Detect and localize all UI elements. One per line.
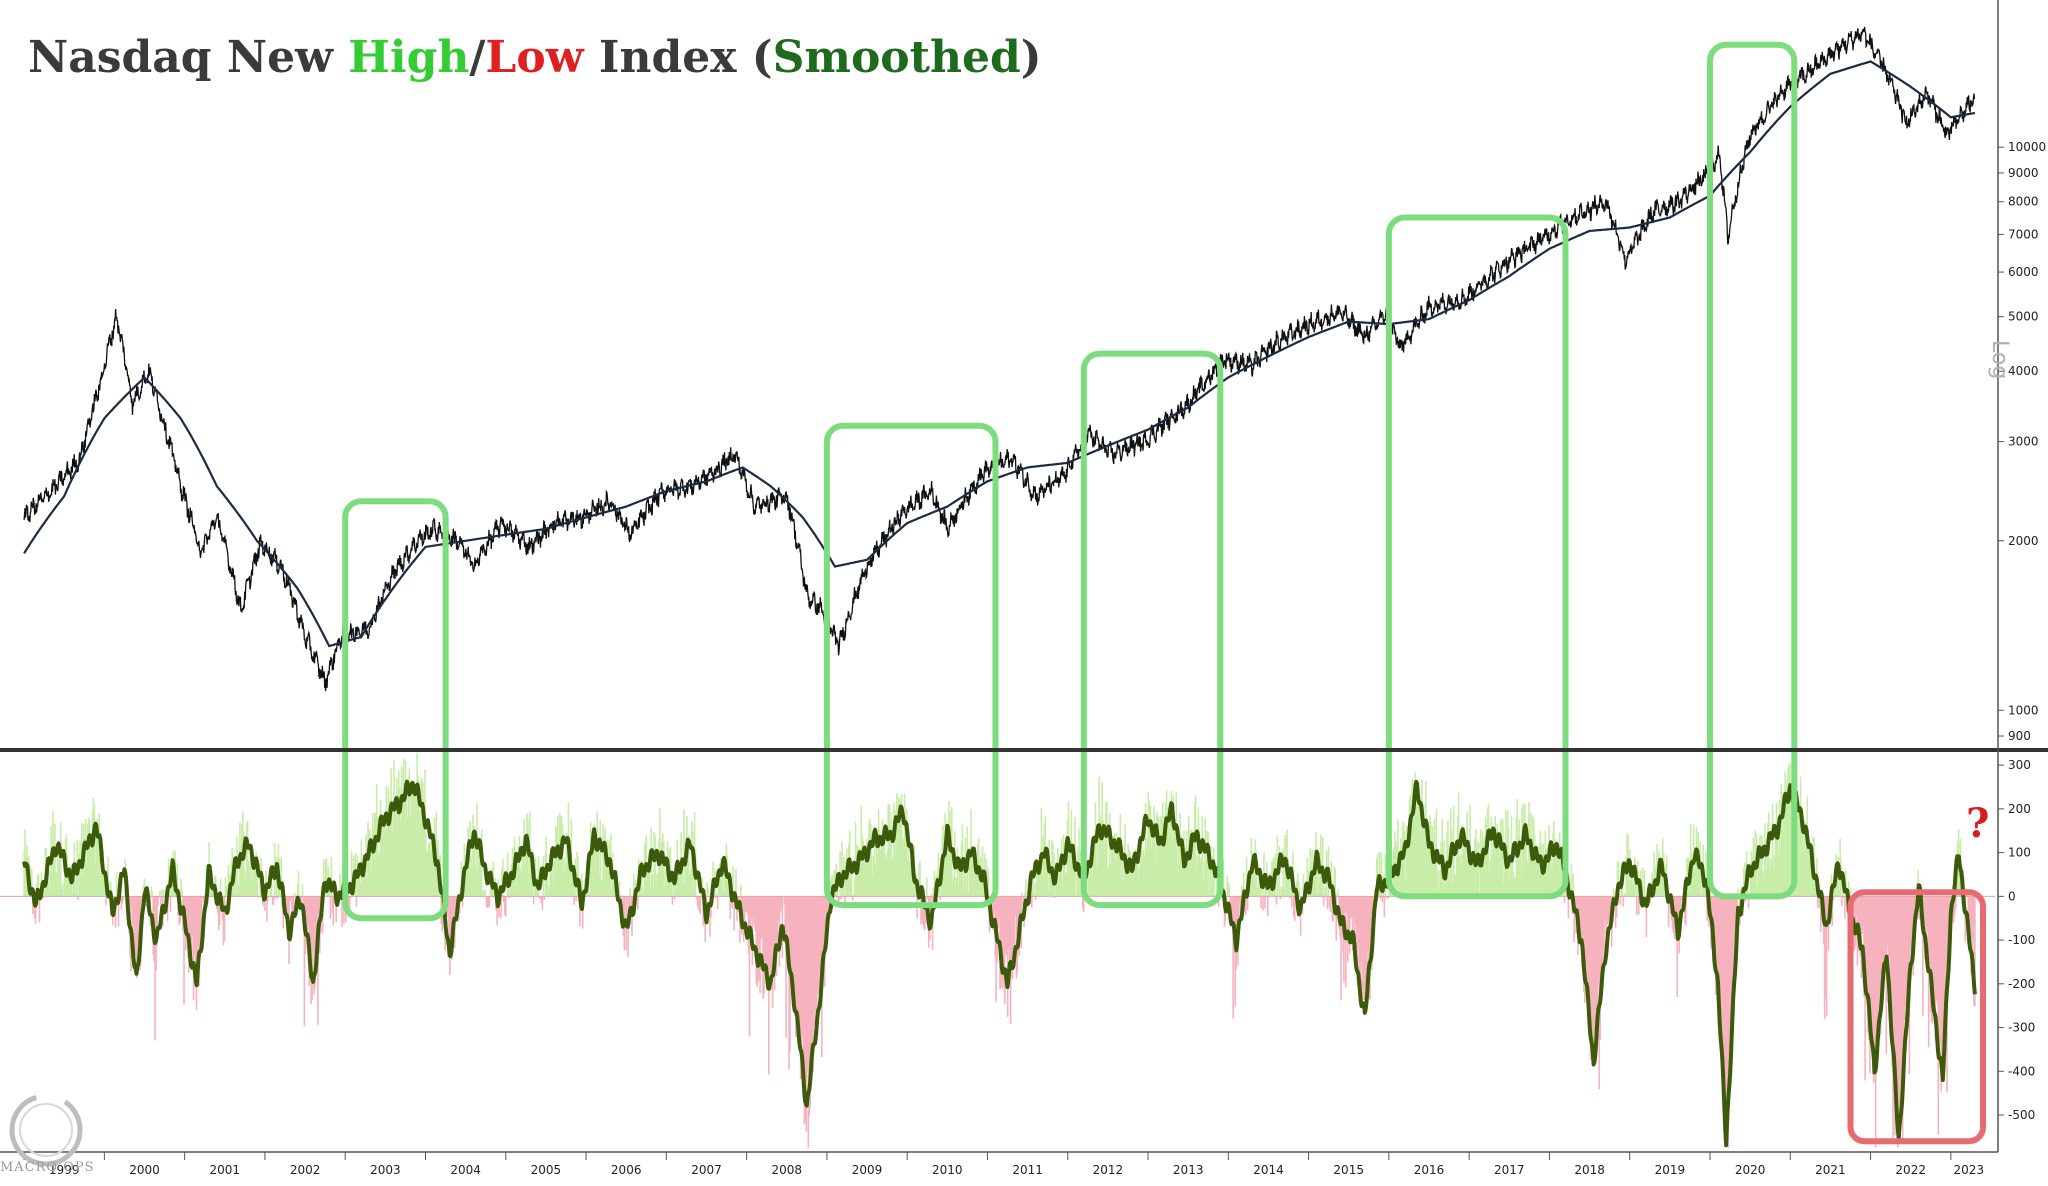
year-tick-label: 2001 <box>210 1163 241 1177</box>
year-tick-label: 2014 <box>1253 1163 1284 1177</box>
green-highlight-box <box>342 498 449 922</box>
price-tick-label: 3000 <box>2008 435 2039 449</box>
osc-tick-label: -100 <box>2008 933 2035 947</box>
year-tick-label: 2011 <box>1012 1163 1043 1177</box>
watermark-text: MACRO OPS <box>0 1160 95 1175</box>
osc-tick-label: -200 <box>2008 977 2035 991</box>
price-tick-label: 9000 <box>2008 166 2039 180</box>
year-tick-label: 2017 <box>1494 1163 1525 1177</box>
price-tick-label: 2000 <box>2008 534 2039 548</box>
price-tick-label: 8000 <box>2008 195 2039 209</box>
price-tick-label: 4000 <box>2008 364 2039 378</box>
year-tick-label: 2000 <box>129 1163 160 1177</box>
year-tick-label: 2015 <box>1333 1163 1364 1177</box>
year-tick-label: 2012 <box>1093 1163 1124 1177</box>
price-panel <box>23 26 1976 692</box>
year-tick-label: 2002 <box>290 1163 321 1177</box>
year-tick-label: 2013 <box>1173 1163 1204 1177</box>
nasdaq-price-line <box>23 26 1976 692</box>
year-tick-label: 2010 <box>932 1163 963 1177</box>
title-high: High <box>348 32 470 83</box>
year-tick-label: 2004 <box>450 1163 481 1177</box>
year-tick-label: 2016 <box>1414 1163 1445 1177</box>
red-highlight-box <box>1847 889 1986 1145</box>
price-tick-label: 900 <box>2008 729 2031 743</box>
year-tick-label: 1999 <box>49 1163 80 1177</box>
year-tick-label: 2009 <box>852 1163 883 1177</box>
price-tick-label: 6000 <box>2008 265 2039 279</box>
title-middle: Index ( <box>583 32 773 83</box>
green-highlight-box <box>1707 41 1798 900</box>
oscillator-panel <box>0 753 1995 1148</box>
price-tick-label: 5000 <box>2008 310 2039 324</box>
osc-tick-label: 100 <box>2008 846 2031 860</box>
moving-average-line <box>23 60 1976 648</box>
title-close: ) <box>1020 32 1042 83</box>
price-tick-label: 1000 <box>2008 703 2039 717</box>
year-tick-label: 2021 <box>1815 1163 1846 1177</box>
osc-tick-label: -400 <box>2008 1064 2035 1078</box>
title-slash: / <box>469 32 486 83</box>
osc-tick-label: -500 <box>2008 1108 2035 1122</box>
title-smoothed: Smoothed <box>772 32 1021 83</box>
osc-tick-label: 300 <box>2008 758 2031 772</box>
year-tick-label: 2020 <box>1735 1163 1766 1177</box>
year-tick-label: 2022 <box>1895 1163 1926 1177</box>
year-tick-label: 2019 <box>1655 1163 1686 1177</box>
highlight-boxes <box>342 41 1986 1145</box>
year-tick-label: 2007 <box>691 1163 722 1177</box>
price-tick-label: 10000 <box>2008 140 2046 154</box>
year-tick-label: 2018 <box>1574 1163 1605 1177</box>
osc-tick-label: 0 <box>2008 889 2016 903</box>
year-tick-label: 2005 <box>531 1163 562 1177</box>
question-mark-annotation: ? <box>1966 800 1990 847</box>
year-tick-label: 2006 <box>611 1163 642 1177</box>
year-tick-label: 2023 <box>1954 1163 1985 1177</box>
osc-tick-label: 200 <box>2008 802 2031 816</box>
chart-title: Nasdaq New High/Low Index (Smoothed) <box>28 32 1042 83</box>
year-tick-label: 2003 <box>370 1163 401 1177</box>
osc-tick-label: -300 <box>2008 1021 2035 1035</box>
title-prefix: Nasdaq New <box>28 32 349 83</box>
price-tick-label: 7000 <box>2008 227 2039 241</box>
macro-ops-logo-icon <box>9 1093 83 1167</box>
title-low: Low <box>485 32 584 83</box>
green-highlight-box <box>1080 350 1224 909</box>
green-highlight-box <box>1385 214 1569 900</box>
year-tick-label: 2008 <box>772 1163 803 1177</box>
log-scale-label: Log <box>1987 340 2012 380</box>
green-highlight-box <box>823 422 999 909</box>
smoothed-oscillator-line <box>22 779 1977 1148</box>
